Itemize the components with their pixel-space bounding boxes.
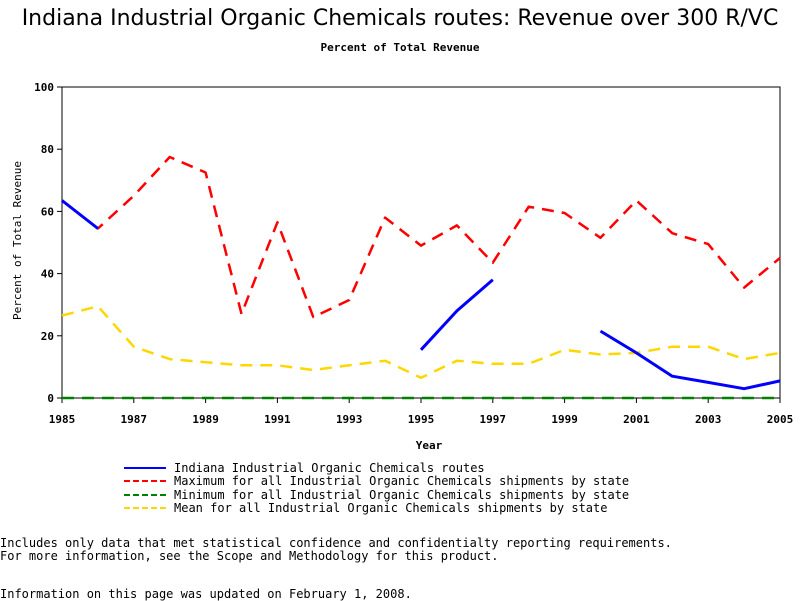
legend-label: Maximum for all Industrial Organic Chemi… <box>174 474 630 489</box>
y-tick-label: 100 <box>34 81 54 94</box>
x-tick-label: 1987 <box>121 413 148 426</box>
y-tick-label: 20 <box>41 330 54 343</box>
x-tick-label: 1989 <box>192 413 219 426</box>
legend-item-indiana-routes: Indiana Industrial Organic Chemicals rou… <box>124 461 629 475</box>
series-line-maximum <box>61 155 781 319</box>
chart-subtitle: Percent of Total Revenue <box>320 41 480 54</box>
chart-legend: Indiana Industrial Organic Chemicals rou… <box>124 461 629 515</box>
y-tick-label: 0 <box>47 392 54 405</box>
legend-swatch-green <box>124 493 166 496</box>
x-tick-label: 1985 <box>49 413 76 426</box>
legend-label: Indiana Industrial Organic Chemicals rou… <box>174 460 485 475</box>
legend-item-mean: Mean for all Industrial Organic Chemical… <box>124 501 629 516</box>
y-tick-label: 40 <box>41 268 54 281</box>
footnote-updated: Information on this page was updated on … <box>0 587 412 601</box>
x-tick-label: 2005 <box>767 413 794 426</box>
series-line-indiana-routes <box>419 278 494 351</box>
plot-frame <box>61 86 781 399</box>
x-tick-label: 1991 <box>264 413 291 426</box>
x-tick-label: 1995 <box>408 413 435 426</box>
x-tick-label: 1993 <box>336 413 363 426</box>
legend-swatch-yellow <box>124 507 166 510</box>
x-axis-label: Year <box>416 439 443 452</box>
legend-swatch-blue <box>124 466 166 469</box>
y-axis-label: Percent of Total Revenue <box>11 161 24 320</box>
x-tick-label: 2001 <box>623 413 650 426</box>
chart-title: Indiana Industrial Organic Chemicals rou… <box>21 6 779 31</box>
y-tick-label: 60 <box>41 205 54 218</box>
x-tick-label: 2003 <box>695 413 722 426</box>
series-line-indiana-routes <box>61 199 99 230</box>
footnote-confidentiality: Includes only data that met statistical … <box>0 536 672 550</box>
legend-item-maximum: Maximum for all Industrial Organic Chemi… <box>124 474 630 489</box>
legend-item-minimum: Minimum for all Industrial Organic Chemi… <box>124 488 629 502</box>
legend-label: Minimum for all Industrial Organic Chemi… <box>174 487 630 502</box>
footnote-methodology: For more information, see the Scope and … <box>0 549 499 563</box>
y-tick-label: 80 <box>41 143 54 156</box>
legend-swatch-red <box>124 480 166 483</box>
legend-label: Mean for all Industrial Organic Chemical… <box>174 501 608 516</box>
x-tick-label: 1999 <box>551 413 578 426</box>
series-line-mean <box>61 305 781 380</box>
x-tick-label: 1997 <box>480 413 507 426</box>
series-line-indiana-routes <box>599 329 781 391</box>
line-chart: 0 20 40 60 80 100 1985 1987 1989 1991 1993 1995 1997… <box>11 81 794 452</box>
